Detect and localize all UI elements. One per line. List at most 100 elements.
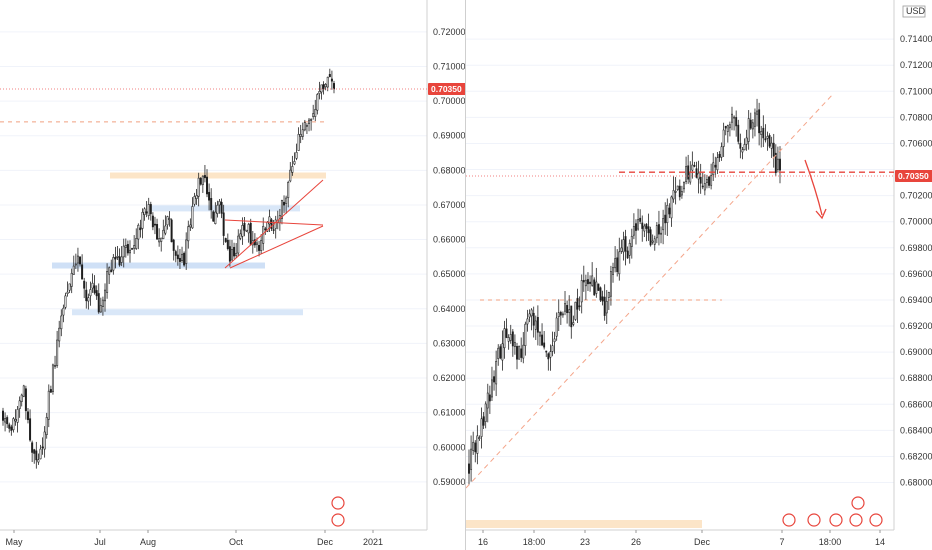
support-zone-low (72, 309, 303, 316)
candle-body (178, 257, 181, 262)
candle-body (503, 328, 506, 349)
candle-body (653, 238, 656, 245)
candle-body (762, 127, 765, 139)
candle-body (662, 218, 665, 231)
candle-body (768, 135, 771, 147)
candle-body (166, 216, 169, 226)
right-chart[interactable]: 0.70350 0.71400 0.71200 0.71000 0.70800 0.706… (466, 0, 932, 550)
candle-body (491, 379, 493, 398)
candle-body (587, 279, 589, 285)
pane-divider[interactable] (465, 0, 466, 550)
candle-body (45, 417, 48, 435)
candle-body (749, 119, 752, 129)
candle-body (37, 459, 40, 463)
candle-body (779, 158, 781, 171)
candle-body (126, 244, 129, 254)
candle-body (76, 255, 79, 264)
candle-body (85, 289, 88, 302)
candle-body (532, 312, 535, 326)
candle-body (124, 245, 127, 248)
candle-body (739, 142, 742, 149)
candle-body (33, 449, 36, 454)
candle-body (226, 239, 229, 250)
candle-body (72, 265, 75, 275)
candle-body (305, 124, 308, 127)
candle-body (716, 157, 719, 171)
candle-body (624, 236, 627, 252)
candle-body (603, 296, 606, 316)
candle-body (189, 224, 192, 228)
candle-body (287, 182, 290, 199)
candle-body (193, 196, 196, 205)
candle-body (541, 334, 544, 346)
candle-body (14, 419, 17, 422)
candle-body (93, 285, 96, 294)
y-tick-label: 0.69800 (900, 243, 932, 253)
candle-body (49, 389, 52, 393)
candle-body (320, 84, 323, 93)
y-tick-label: 0.68400 (900, 425, 932, 435)
candle-body (120, 256, 123, 263)
candle-body (691, 164, 694, 171)
candle-body (122, 245, 125, 258)
candle-body (54, 364, 57, 367)
candle-body (74, 263, 77, 266)
candle-body (260, 240, 263, 251)
candle-body (268, 216, 271, 225)
candle-body (10, 426, 13, 431)
y-tick-label: 0.69600 (900, 269, 932, 279)
candle-body (555, 317, 558, 337)
candle-body (484, 403, 487, 422)
resistance-zone (110, 172, 326, 179)
candle-body (726, 125, 729, 132)
candle-body (735, 117, 738, 127)
candle-body (572, 322, 575, 325)
candle-body (582, 279, 585, 283)
candle-body (743, 144, 746, 151)
candle-body (664, 214, 667, 224)
projection-arrow-head (815, 208, 827, 220)
y-tick-label: 0.59000 (433, 477, 465, 487)
candle-body (26, 411, 29, 421)
left-chart[interactable]: 0.70350 0.72000 0.71000 0.70000 0.69000 0.680… (0, 0, 465, 550)
candle-body (770, 142, 773, 149)
x-tick-label: Aug (140, 537, 156, 547)
candle-body (133, 245, 136, 249)
candle-body (701, 185, 704, 188)
candle-body (756, 110, 758, 115)
right-chart-pane[interactable]: 0.70350 0.71400 0.71200 0.71000 0.70800 0.706… (466, 0, 932, 550)
candle-body (114, 256, 117, 260)
x-tick-label: 18:00 (819, 537, 842, 547)
candle-body (760, 131, 763, 135)
event-icon (782, 513, 796, 527)
candle-body (741, 149, 744, 153)
candle-body (589, 281, 592, 284)
candle-body (297, 133, 300, 151)
left-chart-pane[interactable]: 0.70350 0.72000 0.71000 0.70000 0.69000 0.680… (0, 0, 465, 550)
candle-body (64, 295, 67, 308)
candle-body (233, 246, 236, 257)
candle-body (18, 400, 21, 409)
candle-body (549, 351, 552, 358)
candle-body (641, 222, 644, 229)
candle-body (710, 175, 713, 186)
candle-body (272, 229, 275, 231)
candle-body (511, 331, 514, 347)
candle-body (330, 78, 333, 82)
candle-body (618, 251, 621, 275)
candle-body (488, 394, 491, 402)
candle-body (632, 226, 635, 236)
candle-body (176, 254, 179, 260)
candle-body (724, 125, 727, 129)
candle-body (722, 129, 725, 147)
y-tick-label: 0.70600 (900, 138, 932, 148)
last-price-label: 0.70350 (431, 84, 462, 94)
candle-body (160, 237, 163, 242)
candle-body (468, 463, 470, 474)
candle-body (62, 307, 65, 316)
candle-body (135, 238, 138, 249)
candle-body (614, 258, 617, 269)
candle-body (43, 431, 46, 450)
candle-body (322, 84, 325, 89)
candle-body (158, 238, 161, 243)
